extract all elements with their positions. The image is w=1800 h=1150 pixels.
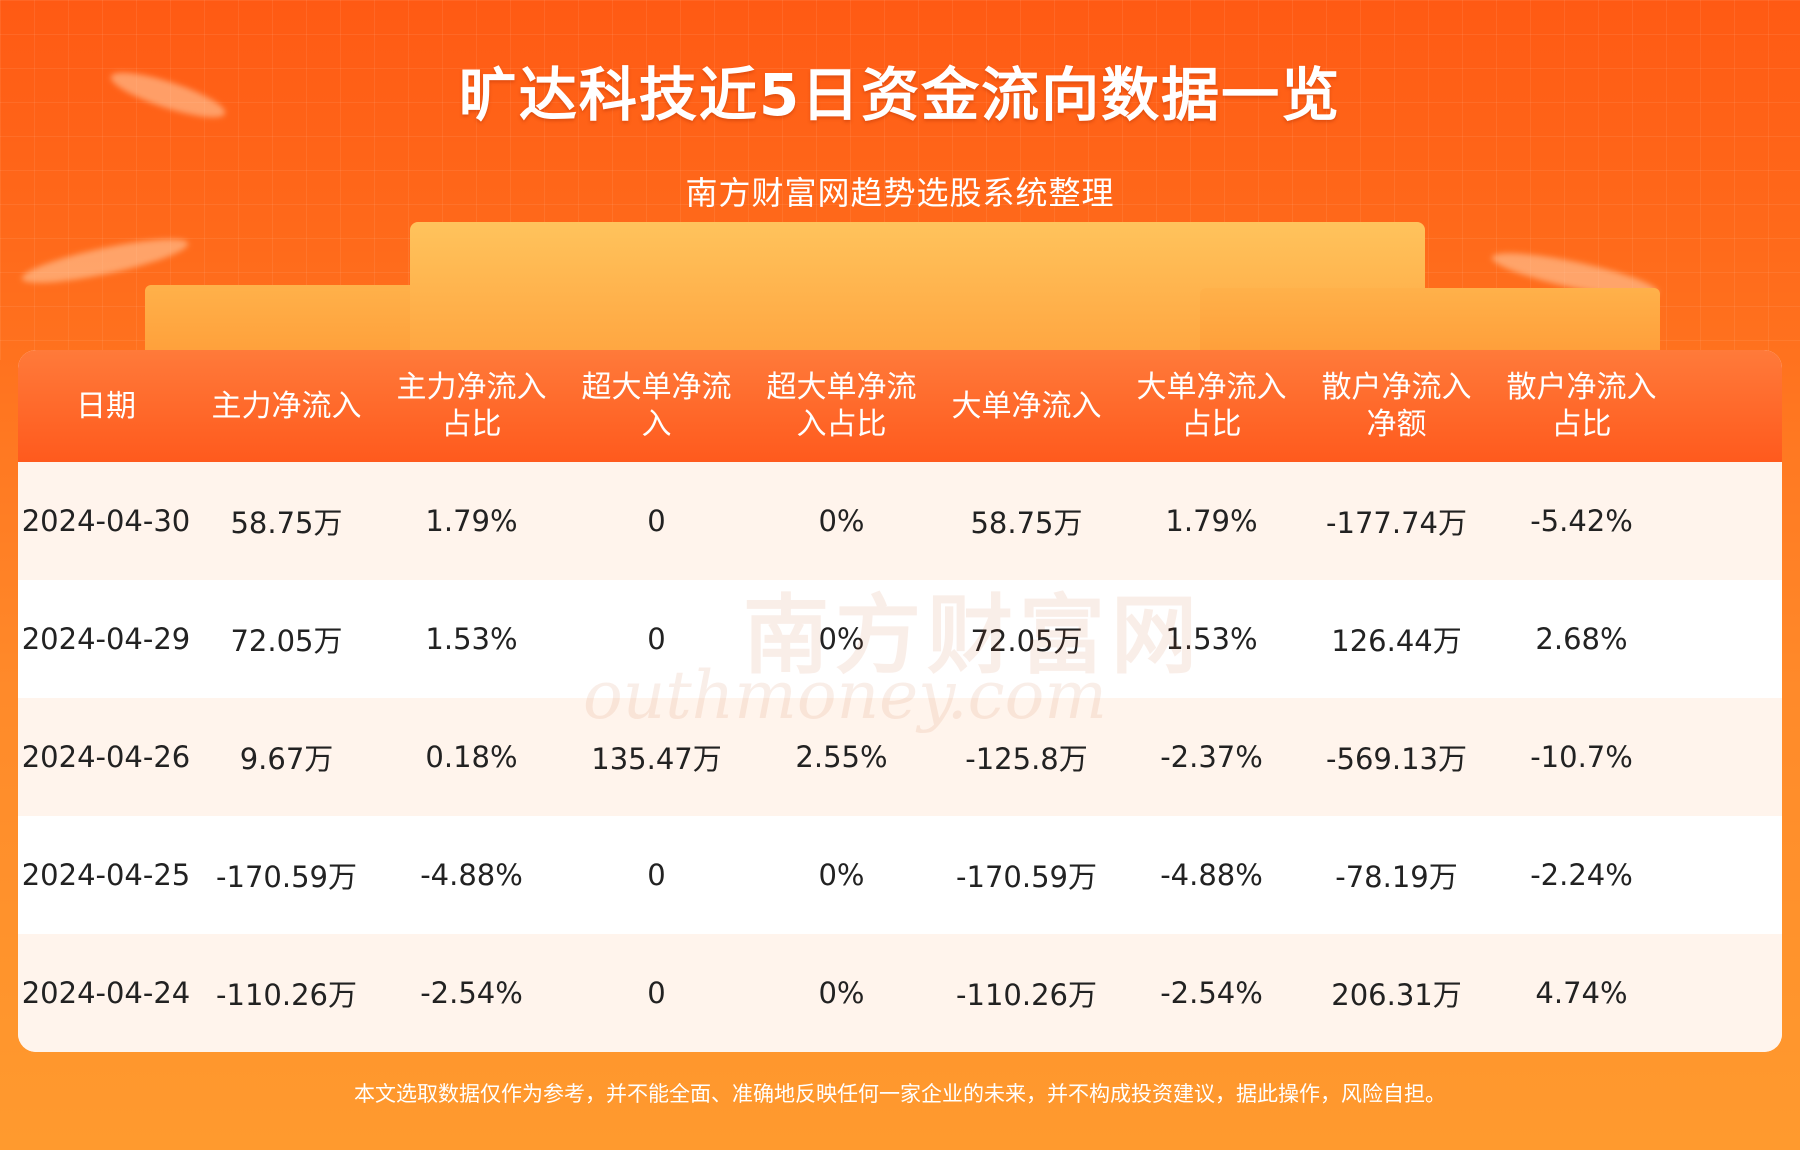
table-row: 2024-04-26 9.67万 0.18% 135.47万 2.55% -125.8万 -…	[18, 698, 1782, 816]
column-header-line: 散户净流入	[1506, 370, 1657, 405]
table-cell: -10.7%	[1530, 740, 1633, 774]
column-header-line: 入占比	[796, 407, 887, 442]
table-cell: -170.59万	[216, 860, 357, 894]
table-cell: 1.79%	[1165, 504, 1258, 538]
table-cell: -4.88%	[1160, 858, 1263, 892]
table-cell: 126.44万	[1331, 624, 1462, 658]
table-cell: 2.68%	[1535, 622, 1628, 656]
table-cell: -110.26万	[216, 978, 357, 1012]
table-body: 2024-04-30 58.75万 1.79% 0 0% 58.75万 1.79% -177.…	[18, 462, 1782, 1052]
table-cell: 4.74%	[1535, 976, 1628, 1010]
column-header: 超大单净流 入占比	[749, 369, 934, 443]
column-header: 超大单净流入	[564, 369, 749, 443]
table-cell: 1.79%	[425, 504, 518, 538]
table-header: 日期 主力净流入 主力净流入 占比 超大单净流入超大单净流 入占比 大单净流入 大单净流入 占比…	[18, 350, 1782, 462]
column-header-line: 主力净流入	[396, 370, 547, 405]
disclaimer-text: 本文选取数据仅作为参考，并不能全面、准确地反映任何一家企业的未来，并不构成投资建…	[354, 1082, 1446, 1106]
data-table-card: 日期 主力净流入 主力净流入 占比 超大单净流入超大单净流 入占比 大单净流入 大单净流入 占比…	[18, 350, 1782, 1052]
table-cell: -5.42%	[1530, 504, 1633, 538]
table-cell: 72.05万	[230, 624, 343, 658]
column-header-line: 占比	[1181, 407, 1242, 442]
column-header-line: 入	[641, 407, 672, 442]
table-row: 2024-04-30 58.75万 1.79% 0 0% 58.75万 1.79% -177.…	[18, 462, 1782, 580]
page-title: 旷达科技近5日资金流向数据一览	[458, 61, 1342, 129]
column-header: 主力净流入 占比	[379, 369, 564, 443]
column-header: 日期	[18, 388, 194, 425]
table-cell: 2024-04-24	[21, 976, 191, 1010]
table-cell: 2.55%	[795, 740, 888, 774]
column-header: 散户净流入 占比	[1489, 369, 1674, 443]
table-row: 2024-04-29 72.05万 1.53% 0 0% 72.05万 1.53% 126.4…	[18, 580, 1782, 698]
column-header-line: 主力净流入	[211, 388, 362, 424]
table-cell: 0	[647, 622, 666, 656]
column-header-line: 日期	[76, 388, 136, 424]
table-cell: -2.24%	[1530, 858, 1633, 892]
column-header-line: 超大单净流	[766, 370, 917, 405]
table-row: 2024-04-25 -170.59万 -4.88% 0 0% -170.59万 -4.88…	[18, 816, 1782, 934]
table-cell: -110.26万	[956, 978, 1097, 1012]
table-cell: 0.18%	[425, 740, 518, 774]
table-cell: 1.53%	[1165, 622, 1258, 656]
table-cell: 2024-04-25	[21, 858, 191, 892]
column-header: 主力净流入	[194, 388, 379, 425]
table-cell: -2.54%	[420, 976, 523, 1010]
column-header: 散户净流入 净额	[1304, 369, 1489, 443]
table-cell: 206.31万	[1331, 978, 1462, 1012]
table-cell: 0%	[818, 504, 865, 538]
table-cell: -125.8万	[965, 742, 1088, 776]
column-header-line: 大单净流入	[951, 388, 1102, 424]
column-header-line: 占比	[441, 407, 502, 442]
column-header-line: 占比	[1551, 407, 1612, 442]
table-row: 2024-04-24 -110.26万 -2.54% 0 0% -110.26万 -2.54…	[18, 934, 1782, 1052]
table-cell: 0%	[818, 622, 865, 656]
page-subtitle: 南方财富网趋势选股系统整理	[685, 174, 1115, 212]
table-cell: 1.53%	[425, 622, 518, 656]
table-cell: -78.19万	[1335, 860, 1458, 894]
table-cell: 0	[647, 858, 666, 892]
table-cell: 0%	[818, 858, 865, 892]
table-cell: -2.37%	[1160, 740, 1263, 774]
column-header-line: 散户净流入	[1321, 370, 1472, 405]
table-cell: -4.88%	[420, 858, 523, 892]
table-cell: -569.13万	[1326, 742, 1467, 776]
table-cell: 0	[647, 504, 666, 538]
table-cell: 58.75万	[230, 506, 343, 540]
table-cell: -2.54%	[1160, 976, 1263, 1010]
table-cell: -177.74万	[1326, 506, 1467, 540]
table-cell: 135.47万	[591, 742, 722, 776]
column-header-line: 大单净流入	[1136, 370, 1287, 405]
table-cell: 2024-04-26	[21, 740, 191, 774]
table-cell: 2024-04-29	[21, 622, 191, 656]
column-header: 大单净流入	[934, 388, 1119, 425]
column-header-line: 净额	[1366, 407, 1427, 442]
table-cell: 2024-04-30	[21, 504, 191, 538]
table-cell: -170.59万	[956, 860, 1097, 894]
column-header-line: 超大单净流	[581, 370, 732, 405]
table-cell: 72.05万	[970, 624, 1083, 658]
table-cell: 0	[647, 976, 666, 1010]
table-cell: 58.75万	[970, 506, 1083, 540]
table-cell: 0%	[818, 976, 865, 1010]
column-header: 大单净流入 占比	[1119, 369, 1304, 443]
table-cell: 9.67万	[239, 742, 334, 776]
